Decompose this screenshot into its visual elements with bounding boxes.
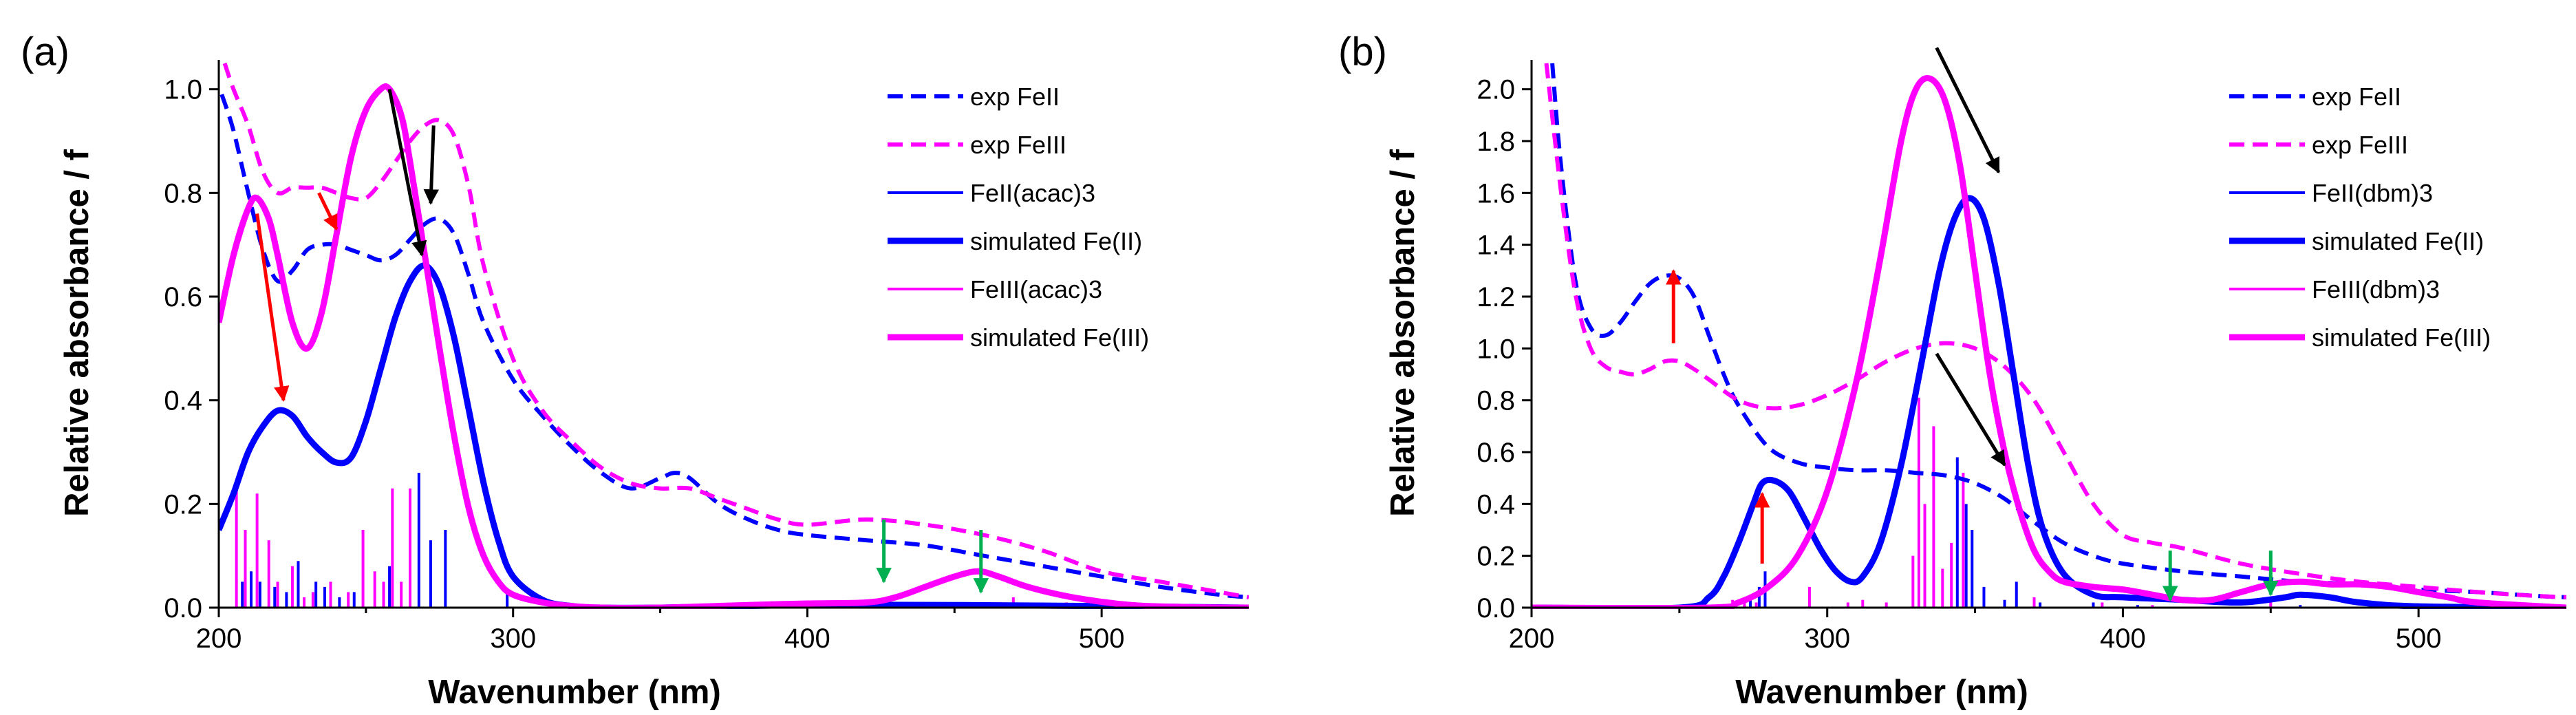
legend-label: FeIII(dbm)3 (2312, 275, 2440, 303)
legend-label: simulated Fe(II) (970, 227, 1142, 255)
x-tick-label: 500 (2396, 623, 2442, 654)
legend-label: FeII(acac)3 (970, 179, 1095, 207)
y-tick-label: 0.2 (164, 489, 202, 520)
y-tick-label: 1.4 (1477, 231, 1515, 261)
y-tick-label: 0.6 (164, 282, 202, 312)
y-tick-label: 1.2 (1477, 282, 1515, 312)
series-line-simulated-Fe-II- (1532, 195, 2566, 609)
series-line-exp-FeIII (222, 63, 1249, 599)
annotation-arrow-2 (1935, 47, 2001, 174)
y-tick-label: 0.0 (1477, 593, 1515, 623)
annotation-arrow-3 (1935, 352, 2006, 467)
chart-panel-a: (a) Relative absorbance / f Wavenumber (… (21, 30, 1249, 711)
panel-label-a: (a) (21, 30, 69, 74)
legend-a: exp FeII exp FeIII FeII(acac)3 simulated Fe… (888, 83, 1149, 352)
y-tick-label: 1.0 (164, 75, 202, 105)
legend-label: FeII(dbm)3 (2312, 179, 2433, 207)
x-tick-label: 300 (490, 623, 536, 654)
annotation-arrow-3 (423, 125, 439, 205)
legend-b: exp FeII exp FeIII FeII(dbm)3 simulated Fe(… (2229, 83, 2491, 352)
y-tick-label: 0.6 (1477, 438, 1515, 468)
y-tick-label: 0.4 (164, 386, 202, 416)
legend-label: simulated Fe(III) (970, 323, 1149, 352)
x-tick-label: 400 (2100, 623, 2146, 654)
x-tick-label: 300 (1804, 623, 1850, 654)
y-tick-label: 0.4 (1477, 489, 1515, 520)
y-tick-label: 0.8 (164, 178, 202, 209)
chart-panel-b: (b) Relative absorbance / f Wavenumber (… (1338, 30, 2566, 711)
legend-label: exp FeIII (2312, 131, 2408, 159)
x-axis-title-b: Wavenumber (nm) (1735, 674, 2028, 711)
y-tick-label: 0.8 (1477, 386, 1515, 416)
legend-label: simulated Fe(II) (2312, 227, 2484, 255)
y-tick-label: 0.0 (164, 593, 202, 623)
legend-label: FeIII(acac)3 (970, 275, 1102, 303)
x-tick-label: 200 (196, 623, 242, 654)
legend-label: exp FeII (970, 83, 1060, 111)
annotation-arrow-0 (255, 213, 290, 402)
legend-label: exp FeII (2312, 83, 2401, 111)
panel-label-b: (b) (1338, 30, 1387, 74)
series-line-simulated-Fe-II- (219, 262, 1249, 609)
annotation-arrow-1 (317, 192, 339, 231)
series-line-exp-FeII (219, 94, 1249, 599)
y-tick-label: 1.0 (1477, 334, 1515, 364)
y-tick-label: 0.2 (1477, 542, 1515, 572)
y-tick-label: 1.6 (1477, 178, 1515, 209)
x-tick-label: 400 (784, 623, 830, 654)
y-axis-title-a: Relative absorbance / f (58, 149, 96, 516)
plot-area-b: 200 300 400 500 0.0 0.2 0.4 0.6 0.8 1.0 1.2 1.4 1.6 1… (1477, 47, 2566, 654)
annotation-arrow-2 (387, 89, 427, 257)
series-line-exp-FeIII (1544, 63, 2566, 599)
x-tick-label: 500 (1079, 623, 1125, 654)
y-tick-label: 1.8 (1477, 127, 1515, 157)
x-axis-title-a: Wavenumber (nm) (428, 674, 721, 711)
x-tick-label: 200 (1509, 623, 1555, 654)
y-tick-label: 2.0 (1477, 75, 1515, 105)
plot-area-a: 200 300 400 500 0.0 0.2 0.4 0.6 0.8 1.0 (164, 60, 1249, 654)
legend-label: exp FeIII (970, 131, 1066, 159)
legend-label: simulated Fe(III) (2312, 323, 2491, 352)
y-axis-title-b: Relative absorbance / f (1384, 149, 1421, 516)
series-line-simulated-Fe-III- (219, 83, 1249, 609)
